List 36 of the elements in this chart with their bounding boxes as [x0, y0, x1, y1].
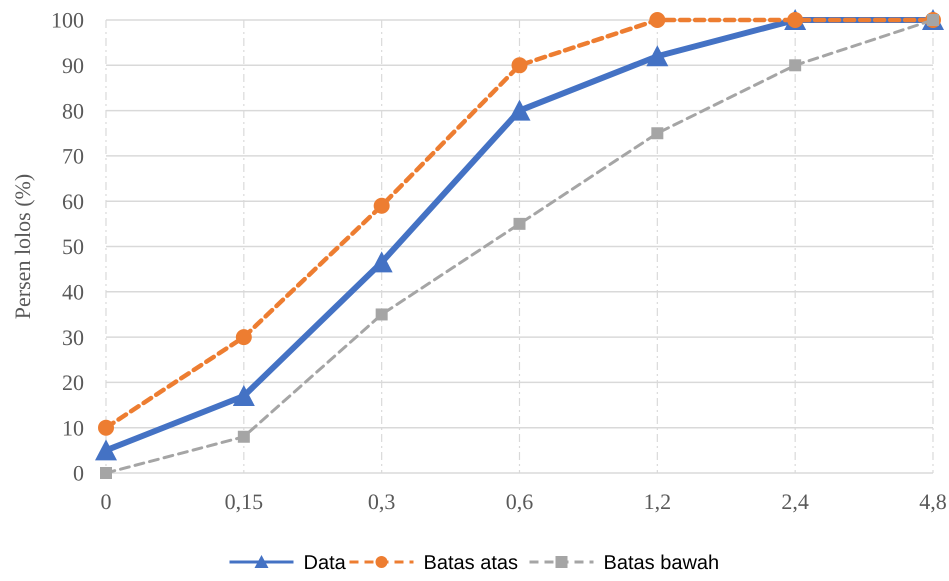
- y-tick-label: 40: [62, 280, 84, 304]
- point: [100, 467, 112, 479]
- y-tick-label: 0: [73, 460, 84, 486]
- point: [512, 57, 528, 74]
- point: [646, 45, 668, 66]
- point: [95, 439, 117, 460]
- x-tick-label: 0,6: [506, 489, 534, 514]
- point: [514, 218, 526, 230]
- y-tick-label: 90: [62, 53, 84, 78]
- legend-label: Data: [304, 552, 347, 574]
- y-tick-label: 20: [62, 370, 84, 396]
- point: [236, 329, 252, 346]
- point: [98, 420, 114, 436]
- point: [649, 12, 666, 28]
- x-tick-label: 0: [100, 489, 112, 514]
- point: [374, 198, 390, 214]
- y-tick-label: 60: [62, 188, 84, 214]
- x-tick-label: 1,2: [644, 489, 672, 514]
- x-tick-label: 0,15: [224, 489, 264, 514]
- point: [651, 127, 664, 140]
- y-tick-label: 10: [62, 415, 84, 440]
- x-tick-label: 4,8: [919, 489, 947, 514]
- point: [238, 430, 250, 443]
- y-tick-label: 70: [62, 144, 84, 169]
- x-tick-label: 2,4: [781, 489, 809, 514]
- y-tick-label: 80: [62, 98, 84, 124]
- y-axis-title: Persen lolos (%): [10, 174, 35, 320]
- legend-label: Batas bawah: [604, 552, 720, 574]
- x-tick-label: 0,3: [368, 489, 396, 514]
- y-tick-label: 100: [51, 8, 84, 33]
- point: [789, 59, 802, 72]
- y-tick-label: 30: [62, 324, 84, 350]
- legend-label: Batas atas: [424, 552, 518, 574]
- point: [376, 308, 388, 320]
- point: [232, 384, 255, 406]
- y-tick-label: 50: [62, 234, 84, 260]
